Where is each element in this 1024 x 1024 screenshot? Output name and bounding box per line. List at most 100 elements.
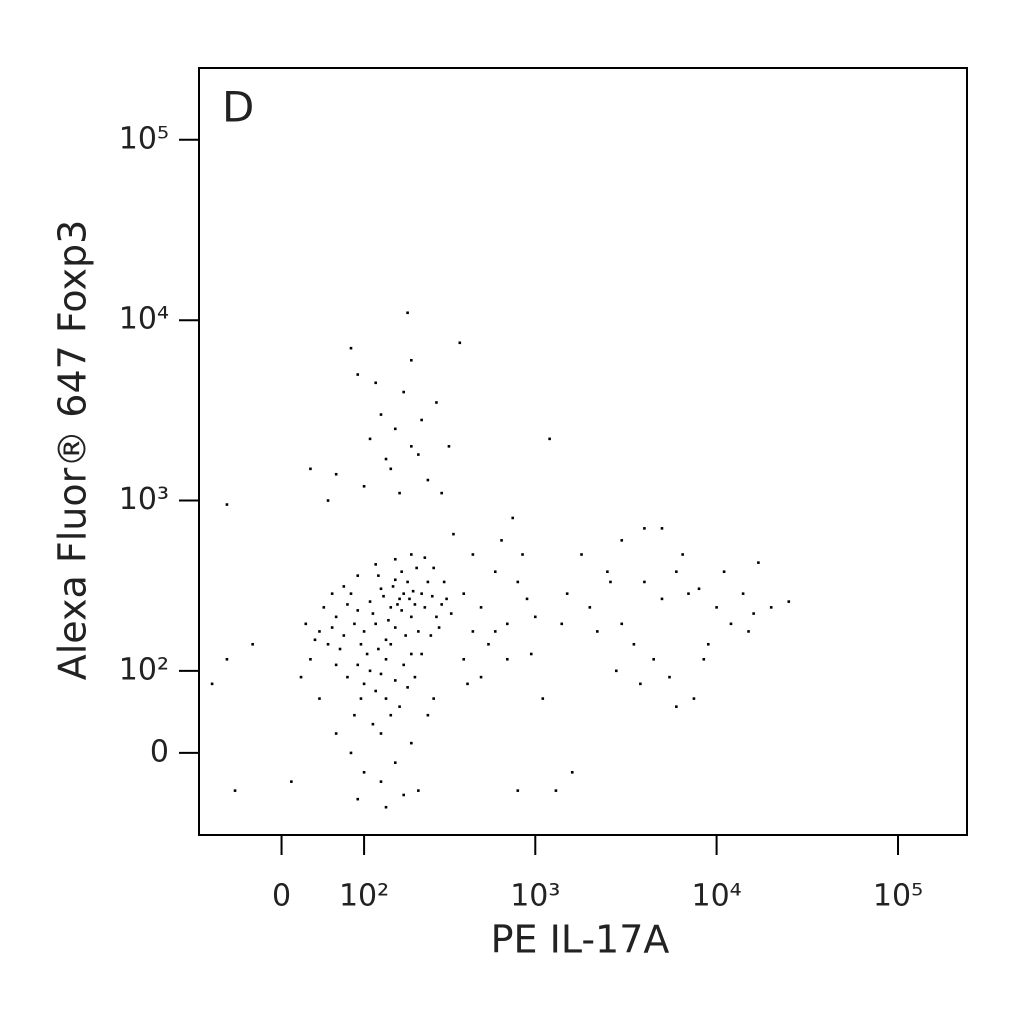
data-point bbox=[356, 797, 360, 801]
data-point bbox=[525, 597, 529, 601]
data-point bbox=[426, 580, 430, 584]
data-point bbox=[406, 580, 409, 584]
data-point bbox=[334, 472, 338, 476]
data-point bbox=[384, 805, 388, 809]
data-point bbox=[423, 606, 427, 609]
data-point bbox=[715, 606, 718, 609]
data-point bbox=[384, 657, 388, 661]
data-point bbox=[349, 592, 353, 595]
data-point bbox=[541, 697, 545, 700]
data-point bbox=[413, 603, 417, 606]
y-axis-label: Alexa Fluor® 647 Foxp3 bbox=[51, 220, 95, 681]
data-point bbox=[384, 638, 388, 642]
data-point bbox=[506, 657, 509, 661]
data-point bbox=[338, 647, 342, 651]
data-point bbox=[374, 689, 377, 693]
data-point bbox=[462, 657, 466, 661]
data-point bbox=[466, 682, 469, 686]
data-point bbox=[349, 751, 353, 755]
data-point bbox=[391, 585, 395, 588]
data-point bbox=[368, 437, 372, 441]
data-point bbox=[692, 697, 696, 700]
y-tick-label: 10² bbox=[119, 652, 169, 687]
data-point bbox=[769, 606, 773, 609]
data-point bbox=[377, 647, 380, 651]
data-point bbox=[346, 603, 349, 606]
data-point bbox=[410, 652, 413, 656]
data-point bbox=[359, 697, 363, 700]
data-point bbox=[687, 592, 690, 595]
data-point bbox=[400, 570, 403, 574]
data-point bbox=[398, 597, 401, 601]
data-point bbox=[225, 657, 229, 661]
data-point bbox=[379, 413, 383, 416]
data-point bbox=[442, 580, 446, 584]
data-point bbox=[402, 663, 405, 667]
data-point bbox=[384, 697, 388, 700]
data-point bbox=[652, 657, 655, 661]
data-point bbox=[681, 553, 684, 556]
data-point bbox=[410, 741, 413, 745]
data-point bbox=[251, 642, 254, 646]
data-point bbox=[362, 682, 366, 686]
data-point bbox=[565, 592, 569, 595]
x-tick-label: 0 bbox=[272, 879, 291, 914]
plot-frame bbox=[198, 67, 968, 836]
data-point bbox=[334, 615, 338, 619]
data-point bbox=[334, 732, 338, 735]
x-tick-label: 10⁵ bbox=[873, 879, 923, 914]
data-point bbox=[377, 574, 380, 577]
data-point bbox=[417, 453, 420, 456]
data-point bbox=[479, 606, 483, 609]
data-point bbox=[675, 570, 678, 574]
data-point bbox=[432, 566, 435, 570]
data-point bbox=[620, 622, 624, 626]
data-point bbox=[570, 771, 574, 774]
data-point bbox=[533, 615, 537, 619]
data-point bbox=[309, 467, 312, 471]
data-point bbox=[741, 592, 745, 595]
data-point bbox=[639, 682, 642, 686]
x-tick-label: 10² bbox=[339, 879, 389, 914]
x-tick-label: 10⁴ bbox=[691, 879, 741, 914]
data-point bbox=[393, 761, 397, 764]
data-point bbox=[516, 580, 520, 584]
data-point bbox=[389, 713, 393, 717]
data-point bbox=[529, 652, 533, 656]
y-tick-label: 10³ bbox=[119, 482, 169, 517]
data-point bbox=[210, 682, 214, 686]
data-point bbox=[757, 561, 760, 564]
data-point bbox=[697, 587, 701, 591]
data-point bbox=[426, 713, 430, 717]
data-point bbox=[643, 527, 646, 530]
data-point bbox=[374, 381, 377, 385]
data-point bbox=[393, 679, 397, 682]
data-point bbox=[596, 630, 599, 633]
data-point bbox=[396, 603, 399, 606]
data-point bbox=[420, 418, 423, 422]
data-point bbox=[511, 516, 515, 520]
data-point bbox=[406, 686, 409, 689]
data-point bbox=[342, 634, 346, 637]
data-point bbox=[548, 437, 551, 441]
data-point bbox=[429, 634, 433, 637]
data-point bbox=[393, 557, 397, 561]
x-tick-label: 10³ bbox=[510, 879, 560, 914]
data-point bbox=[356, 609, 360, 612]
data-point bbox=[410, 553, 413, 556]
data-point bbox=[387, 618, 390, 622]
data-point bbox=[368, 669, 372, 673]
data-point bbox=[362, 484, 366, 488]
data-point bbox=[675, 705, 678, 708]
data-point bbox=[413, 675, 417, 679]
data-point bbox=[420, 592, 423, 595]
data-point bbox=[379, 732, 383, 735]
data-point bbox=[408, 597, 411, 601]
data-point bbox=[417, 789, 420, 792]
data-point bbox=[580, 553, 583, 556]
data-point bbox=[554, 789, 558, 792]
y-tick-label: 10⁵ bbox=[119, 121, 169, 156]
data-point bbox=[420, 652, 423, 656]
data-point bbox=[752, 612, 755, 615]
data-point bbox=[449, 612, 453, 615]
